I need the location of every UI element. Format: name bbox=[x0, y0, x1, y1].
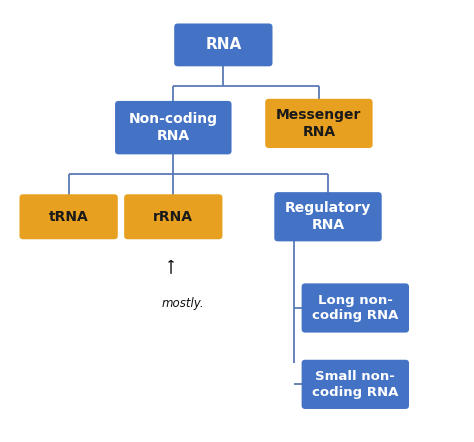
Text: Small non-
coding RNA: Small non- coding RNA bbox=[312, 370, 399, 399]
FancyBboxPatch shape bbox=[274, 192, 382, 241]
Text: Regulatory
RNA: Regulatory RNA bbox=[285, 202, 371, 232]
Text: Non-coding
RNA: Non-coding RNA bbox=[129, 112, 218, 143]
FancyBboxPatch shape bbox=[301, 283, 409, 332]
FancyBboxPatch shape bbox=[301, 360, 409, 409]
Text: Long non-
coding RNA: Long non- coding RNA bbox=[312, 294, 399, 322]
FancyBboxPatch shape bbox=[265, 99, 373, 148]
FancyBboxPatch shape bbox=[174, 23, 273, 66]
Text: RNA: RNA bbox=[205, 38, 241, 53]
FancyBboxPatch shape bbox=[115, 101, 231, 154]
Text: tRNA: tRNA bbox=[49, 210, 89, 224]
FancyBboxPatch shape bbox=[124, 194, 222, 239]
Text: rRNA: rRNA bbox=[153, 210, 193, 224]
Text: Messenger
RNA: Messenger RNA bbox=[276, 108, 362, 139]
Text: mostly.: mostly. bbox=[161, 297, 204, 310]
FancyBboxPatch shape bbox=[19, 194, 118, 239]
